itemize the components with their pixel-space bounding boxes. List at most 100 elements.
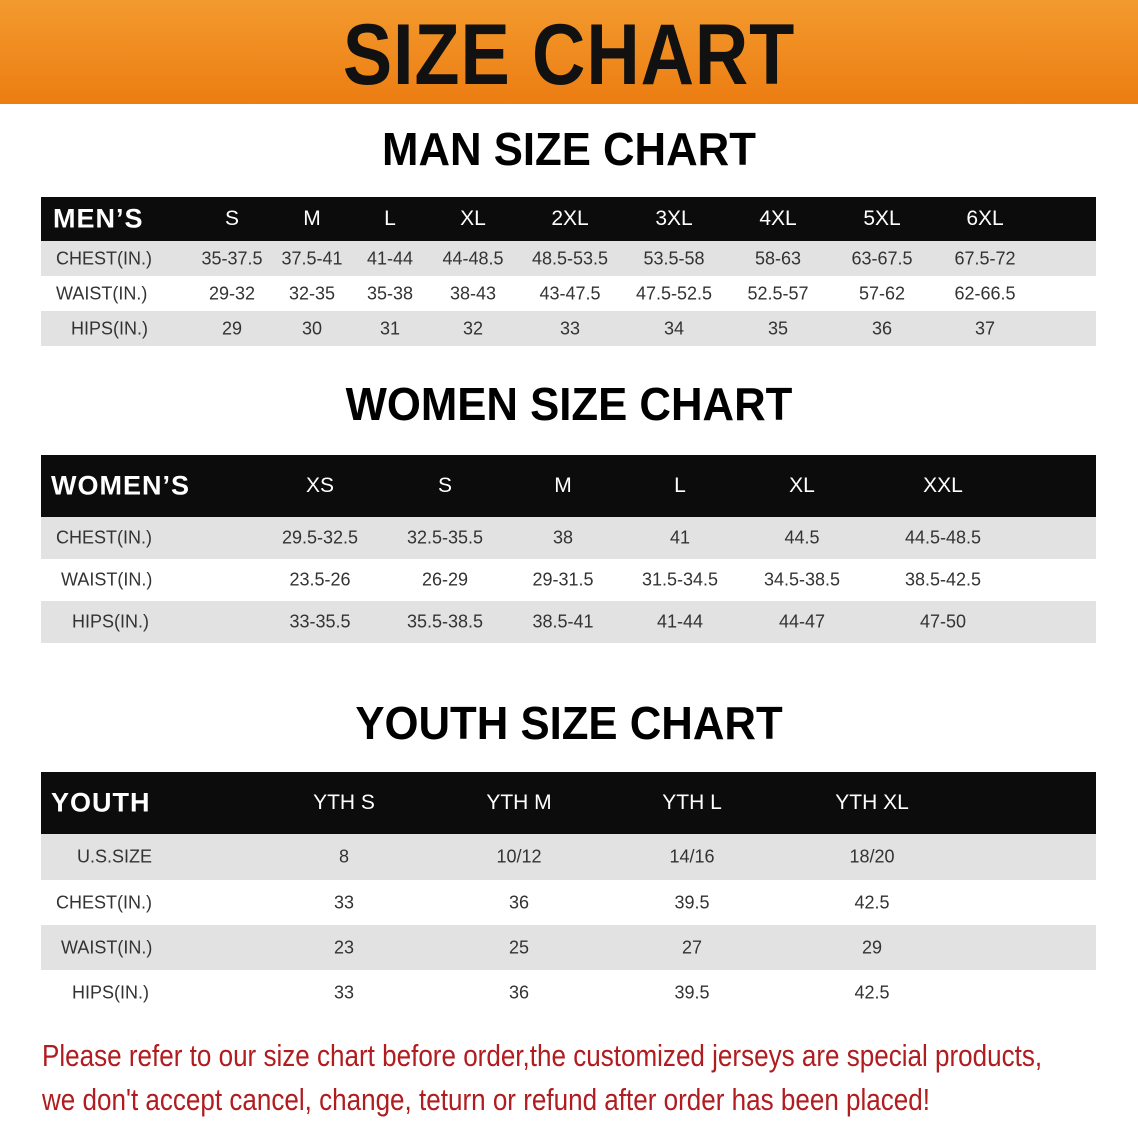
measurement-value: 41-44	[366, 248, 414, 268]
measurement-value: 23.5-26	[289, 569, 351, 590]
measurement-value: 31	[379, 318, 401, 338]
measurement-value: 53.5-58	[643, 248, 705, 268]
measurement-value: 35	[767, 318, 789, 338]
measurement-value: 48.5-53.5	[531, 248, 609, 268]
size-column-header: XL	[460, 207, 486, 230]
measurement-value: 63-67.5	[851, 248, 913, 268]
measurement-value: 52.5-57	[747, 283, 809, 303]
measurement-value: 10/12	[496, 846, 542, 867]
row-label: WAIST(IN.)	[61, 569, 153, 590]
size-column-header: YTH XL	[835, 791, 909, 814]
row-label: HIPS(IN.)	[71, 318, 149, 338]
measurement-value: 41-44	[656, 611, 704, 632]
measurement-value: 58-63	[754, 248, 802, 268]
measurement-value: 29	[861, 937, 883, 957]
row-label: HIPS(IN.)	[72, 611, 150, 632]
measurement-value: 47-50	[919, 611, 967, 632]
measurement-value: 35-37.5	[201, 248, 263, 268]
measurement-value: 29	[221, 318, 243, 338]
table-row: WAIST(IN.) 23 25 27 29	[41, 925, 1096, 970]
measurement-value: 27	[681, 937, 703, 957]
measurement-value: 35-38	[366, 283, 414, 303]
measurement-value: 36	[871, 318, 893, 338]
measurement-value: 38	[552, 527, 574, 548]
size-column-header: YTH S	[313, 791, 375, 814]
row-label: U.S.SIZE	[77, 846, 153, 867]
row-label: HIPS(IN.)	[72, 982, 150, 1002]
measurement-value: 14/16	[669, 846, 715, 867]
measurement-value: 41	[669, 527, 691, 548]
measurement-value: 36	[508, 892, 530, 912]
measurement-value: 38.5-42.5	[904, 569, 982, 590]
measurement-value: 8	[338, 846, 350, 867]
measurement-value: 33	[333, 982, 355, 1002]
size-column-header: S	[437, 474, 453, 497]
size-column-header: L	[674, 474, 686, 497]
measurement-value: 33-35.5	[289, 611, 351, 632]
row-label: WAIST(IN.)	[61, 937, 153, 957]
table-row: WAIST(IN.) 29-32 32-35 35-38 38-43 43-47.5 47.…	[41, 276, 1096, 311]
measurement-value: 42.5	[854, 892, 890, 912]
measurement-value: 32.5-35.5	[406, 527, 484, 548]
header-label: MEN’S	[53, 203, 144, 234]
measurement-value: 37	[974, 318, 996, 338]
measurement-value: 67.5-72	[954, 248, 1016, 268]
table-header-row: YOUTH YTH S YTH M YTH L YTH XL	[41, 772, 1096, 834]
table-row: HIPS(IN.) 29 30 31 32 33 34 35 36 37	[41, 311, 1096, 346]
row-label: CHEST(IN.)	[56, 892, 152, 912]
table-row: HIPS(IN.) 33-35.5 35.5-38.5 38.5-41 41-44 44-…	[41, 601, 1096, 643]
measurement-value: 32-35	[288, 283, 336, 303]
table-row: U.S.SIZE 8 10/12 14/16 18/20	[41, 834, 1096, 880]
women-size-table: WOMEN’S XS S M L XL XXL CHEST(IN.) 29.5-32.5 32.5…	[41, 455, 1096, 643]
measurement-value: 47.5-52.5	[635, 283, 713, 303]
header-label: YOUTH	[51, 787, 151, 818]
measurement-value: 34	[663, 318, 685, 338]
youth-size-table: YOUTH YTH S YTH M YTH L YTH XL U.S.SIZE 8 10/12…	[41, 772, 1096, 1015]
measurement-value: 30	[301, 318, 323, 338]
table-header-row: WOMEN’S XS S M L XL XXL	[41, 455, 1096, 517]
measurement-value: 29-32	[208, 283, 256, 303]
size-column-header: XXL	[923, 474, 963, 497]
table-row: CHEST(IN.) 35-37.5 37.5-41 41-44 44-48.5 48.5…	[41, 241, 1096, 276]
size-column-header: 5XL	[863, 207, 901, 230]
youth-section-title: YOUTH SIZE CHART	[355, 697, 783, 749]
measurement-value: 32	[462, 318, 484, 338]
measurement-value: 44.5	[784, 527, 820, 548]
measurement-value: 39.5	[674, 892, 710, 912]
title-banner: SIZE CHART	[0, 0, 1138, 104]
measurement-value: 25	[508, 937, 530, 957]
table-header-row: MEN’S S M L XL 2XL 3XL 4XL 5XL 6XL	[41, 197, 1096, 241]
men-size-table: MEN’S S M L XL 2XL 3XL 4XL 5XL 6XL CHEST(IN.) 35-37…	[41, 197, 1096, 346]
measurement-value: 36	[508, 982, 530, 1002]
table-row: CHEST(IN.) 33 36 39.5 42.5	[41, 880, 1096, 925]
notice-line-2: we don't accept cancel, change, teturn o…	[42, 1082, 931, 1117]
men-section-title: MAN SIZE CHART	[382, 123, 756, 175]
size-column-header: 6XL	[966, 207, 1004, 230]
measurement-value: 23	[333, 937, 355, 957]
size-column-header: 4XL	[759, 207, 797, 230]
measurement-value: 44-47	[778, 611, 826, 632]
page-title: SIZE CHART	[342, 7, 796, 103]
measurement-value: 29.5-32.5	[281, 527, 359, 548]
size-column-header: 2XL	[551, 207, 589, 230]
measurement-value: 33	[333, 892, 355, 912]
measurement-value: 39.5	[674, 982, 710, 1002]
table-row: WAIST(IN.) 23.5-26 26-29 29-31.5 31.5-34.5 34…	[41, 559, 1096, 601]
size-column-header: L	[384, 207, 396, 230]
size-column-header: S	[224, 207, 240, 230]
table-row: CHEST(IN.) 29.5-32.5 32.5-35.5 38 41 44.5 44.5…	[41, 517, 1096, 559]
measurement-value: 29-31.5	[532, 569, 594, 590]
measurement-value: 31.5-34.5	[641, 569, 719, 590]
measurement-value: 18/20	[849, 846, 895, 867]
measurement-value: 42.5	[854, 982, 890, 1002]
measurement-value: 38.5-41	[532, 611, 594, 632]
table-row: HIPS(IN.) 33 36 39.5 42.5	[41, 970, 1096, 1015]
measurement-value: 38-43	[449, 283, 497, 303]
measurement-value: 44.5-48.5	[904, 527, 982, 548]
size-column-header: YTH M	[486, 791, 552, 814]
size-column-header: XL	[789, 474, 815, 497]
size-column-header: XS	[305, 474, 335, 497]
measurement-value: 35.5-38.5	[406, 611, 484, 632]
measurement-value: 62-66.5	[954, 283, 1016, 303]
size-column-header: YTH L	[662, 791, 722, 814]
